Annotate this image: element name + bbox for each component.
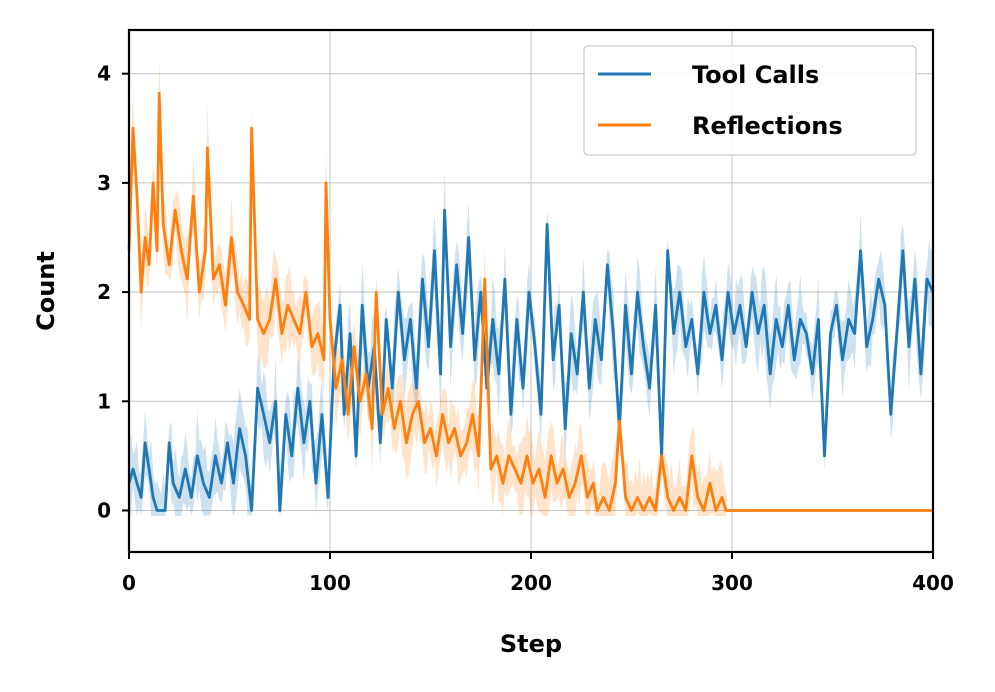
x-axis-title: Step (500, 630, 562, 658)
legend-label: Reflections (692, 112, 843, 140)
y-axis-title: Count (32, 251, 60, 331)
y-tick-label: 1 (97, 389, 111, 413)
x-tick-label: 100 (309, 571, 351, 595)
series-line (127, 208, 935, 512)
axis-ticks: 0 100 200 300 400 0 1 2 3 4 (97, 62, 954, 595)
y-tick-label: 4 (97, 62, 111, 86)
x-tick-label: 400 (912, 571, 954, 595)
series-line (127, 91, 933, 512)
legend: Tool Calls Reflections (583, 45, 917, 156)
series-band (129, 56, 933, 516)
legend-label: Tool Calls (692, 61, 819, 89)
series-lines (127, 91, 935, 512)
y-tick-label: 2 (97, 280, 111, 304)
legend-box (583, 45, 917, 156)
y-tick-label: 3 (97, 171, 111, 195)
x-tick-label: 200 (510, 571, 552, 595)
y-tick-label: 0 (97, 499, 111, 523)
x-tick-label: 0 (122, 571, 136, 595)
x-tick-label: 300 (711, 571, 753, 595)
